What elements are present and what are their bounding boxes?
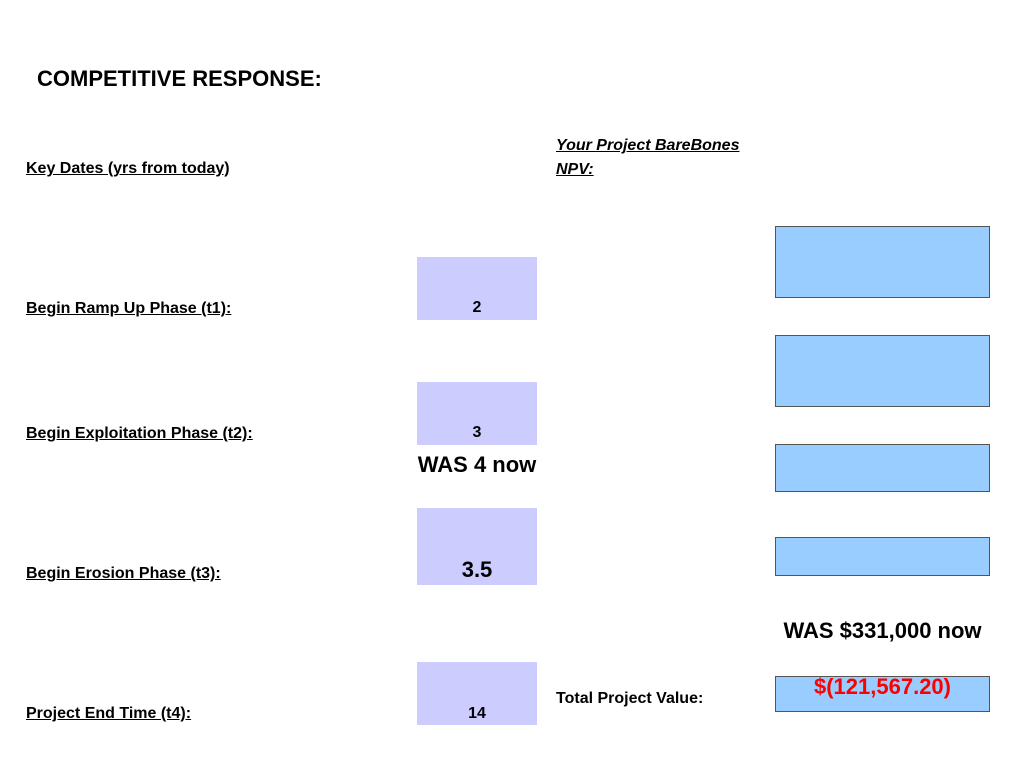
was-331000-note: WAS $331,000 now: [783, 618, 982, 643]
ramp-up-input[interactable]: 2: [417, 257, 537, 320]
npv-box-4[interactable]: [775, 537, 990, 576]
end-time-input[interactable]: 14: [417, 662, 537, 725]
exploitation-value: 3: [472, 424, 482, 441]
page-title: COMPETITIVE RESPONSE:: [37, 66, 322, 91]
ramp-up-value: 2: [472, 299, 482, 316]
erosion-input[interactable]: 3.5: [417, 508, 537, 585]
npv-header: Your Project BareBones NPV:: [556, 137, 740, 178]
erosion-label: Begin Erosion Phase (t3):: [26, 565, 221, 582]
total-project-value-label: Total Project Value:: [556, 690, 704, 707]
exploitation-input[interactable]: 3: [417, 382, 537, 445]
end-time-label: Project End Time (t4):: [26, 705, 192, 722]
key-dates-header: Key Dates (yrs from today): [26, 160, 230, 177]
ramp-up-label: Begin Ramp Up Phase (t1):: [26, 300, 232, 317]
erosion-value: 3.5: [461, 557, 493, 582]
end-time-value: 14: [468, 705, 486, 722]
npv-box-1[interactable]: [775, 226, 990, 298]
total-project-value-box[interactable]: $(121,567.20): [775, 674, 990, 712]
npv-box-3[interactable]: [775, 444, 990, 492]
total-project-value: $(121,567.20): [814, 674, 951, 699]
was-4-note: WAS 4 now: [417, 452, 537, 477]
exploitation-label: Begin Exploitation Phase (t2):: [26, 425, 253, 442]
npv-box-2[interactable]: [775, 335, 990, 407]
